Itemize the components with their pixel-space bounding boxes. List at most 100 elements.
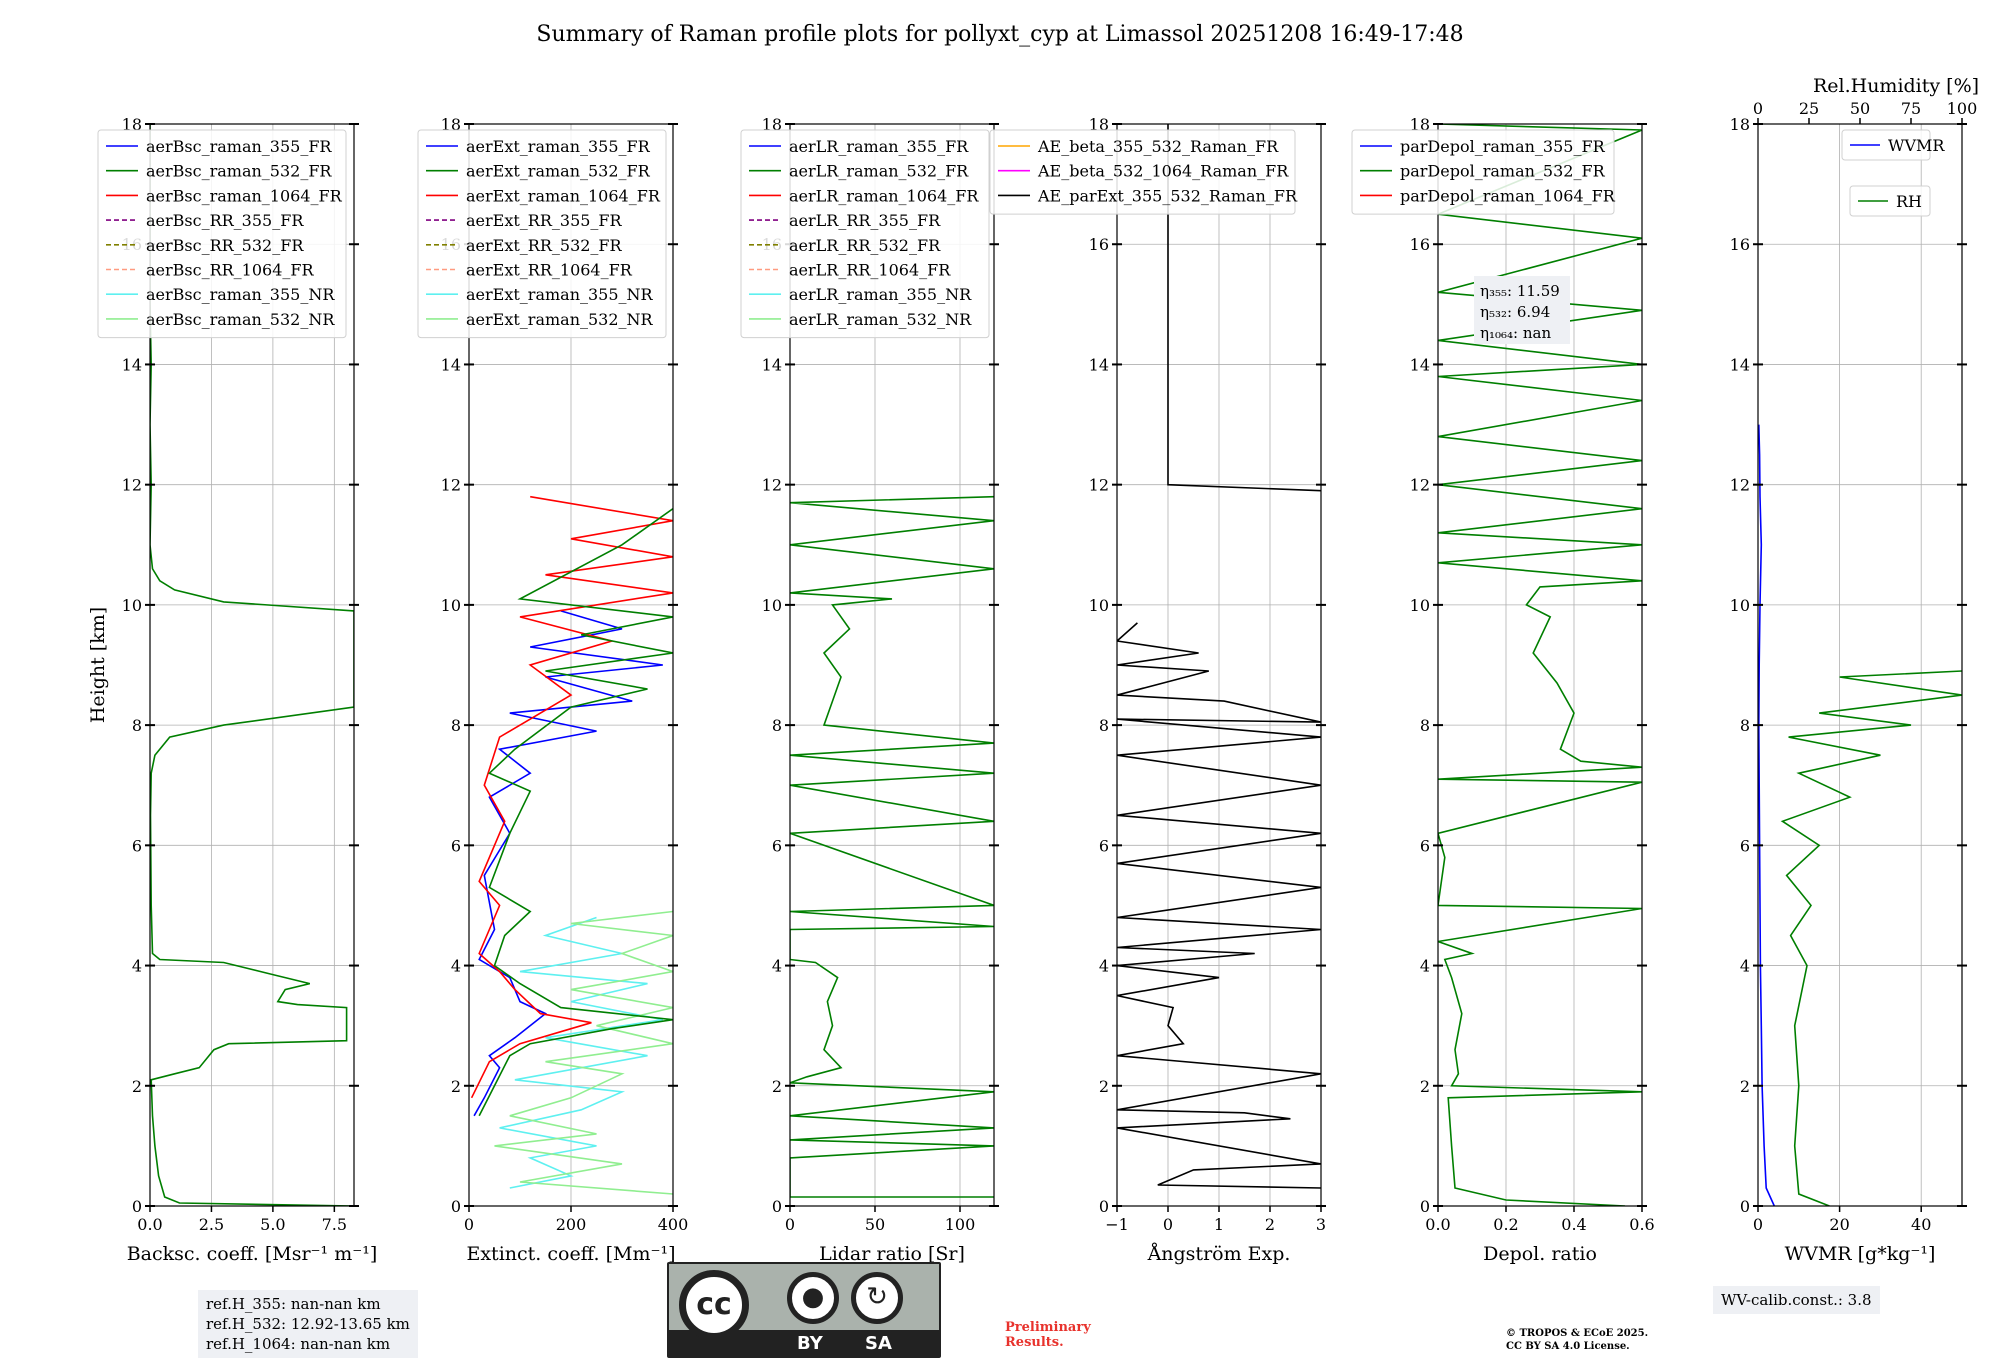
ytick-label: 4 (772, 957, 782, 976)
x-axis-label-bsc: Backsc. coeff. [Msr⁻¹ m⁻¹] (127, 1243, 378, 1265)
legend-entry: AE_beta_355_532_Raman_FR (1037, 137, 1279, 156)
ytick-label: 16 (1410, 235, 1430, 254)
ytick-label: 10 (762, 596, 782, 615)
legend-entry: aerLR_raman_355_NR (789, 285, 972, 304)
legend-entry: aerLR_raman_532_FR (789, 162, 969, 181)
ytick-label: 12 (441, 476, 461, 495)
ytick-label: 8 (451, 716, 461, 735)
ytick-label: 18 (1089, 115, 1109, 134)
legend-entry: parDepol_raman_532_FR (1400, 162, 1606, 181)
ytick-label: 2 (1740, 1077, 1750, 1096)
ytick-label: 6 (1099, 836, 1109, 855)
series-AE_parExt_355_532_Raman_FR (1117, 622, 1321, 1189)
series-aerExt_raman_355_NR (499, 916, 663, 1189)
xtick-label: 0 (1753, 1215, 1763, 1234)
ytick-label: 10 (122, 596, 142, 615)
legend-box-lr (740, 129, 990, 339)
legend-box (1841, 129, 1931, 161)
copyright-line2: CC BY SA 4.0 License. (1506, 1341, 1630, 1352)
refh-1064: ref.H_1064: nan-nan km (206, 1335, 391, 1353)
series-aerLR_raman_532_FR (790, 495, 994, 1198)
top-xtick-label: 75 (1901, 99, 1921, 118)
ytick-label: 2 (1420, 1077, 1430, 1096)
ytick-label: 12 (1410, 476, 1430, 495)
panel-lr: 024681012141618050100Lidar ratio [Sr]aer… (740, 115, 999, 1265)
ytick-label: 2 (132, 1077, 142, 1096)
ytick-label: 2 (1099, 1077, 1109, 1096)
series-WVMR (1758, 424, 1776, 1206)
ytick-label: 8 (1420, 716, 1430, 735)
series-aerBsc_raman_532_FR (150, 124, 354, 1206)
legend-entry: aerBsc_raman_355_NR (146, 285, 335, 304)
ytick-label: 8 (772, 716, 782, 735)
ytick-label: 8 (132, 716, 142, 735)
xtick-label: 400 (658, 1215, 689, 1234)
ytick-label: 6 (1420, 836, 1430, 855)
ytick-label: 4 (1740, 957, 1750, 976)
ytick-label: 18 (122, 115, 142, 134)
ytick-label: 12 (122, 476, 142, 495)
xtick-label: 0.2 (1493, 1215, 1518, 1234)
ytick-label: 16 (1730, 235, 1750, 254)
eta-line: η₃₅₅: 11.59 (1480, 282, 1560, 300)
legend-entry: AE_beta_532_1064_Raman_FR (1037, 162, 1289, 181)
legend-box-ext (417, 129, 667, 339)
xtick-label: 5.0 (260, 1215, 285, 1234)
eta-line: η₅₃₂: 6.94 (1480, 303, 1550, 321)
xtick-label: 0 (464, 1215, 474, 1234)
ytick-label: 12 (762, 476, 782, 495)
legend-entry: parDepol_raman_355_FR (1400, 137, 1606, 156)
ytick-label: 14 (441, 355, 461, 374)
person-icon: ● (787, 1272, 839, 1324)
ytick-label: 0 (772, 1197, 782, 1216)
legend-entry: aerLR_RR_355_FR (789, 211, 941, 230)
preliminary-note: Preliminary Results. (1005, 1320, 1091, 1350)
ytick-label: 4 (451, 957, 461, 976)
xtick-label: 50 (865, 1215, 885, 1234)
top-xtick-label: 25 (1799, 99, 1819, 118)
ytick-label: 6 (451, 836, 461, 855)
ytick-label: 18 (1410, 115, 1430, 134)
ytick-label: 18 (762, 115, 782, 134)
refh-355: ref.H_355: nan-nan km (206, 1295, 381, 1313)
legend-entry: aerExt_RR_532_FR (466, 236, 623, 255)
ytick-label: 10 (1730, 596, 1750, 615)
wv-calib-box: WV-calib.const.: 3.8 (1713, 1286, 1880, 1314)
cc-license-logo: cc ● ↻ BY SA (667, 1262, 941, 1358)
xtick-label: 20 (1829, 1215, 1849, 1234)
ytick-label: 10 (1089, 596, 1109, 615)
legend-entry: parDepol_raman_1064_FR (1400, 186, 1616, 205)
panel-depol: 0 2 4 6 8 10 12 14 16 18 0.0 0.2 0.4 0.6 Depol. ratio p… (1351, 115, 1655, 1265)
legend-entry: AE_parExt_355_532_Raman_FR (1037, 186, 1298, 205)
legend-entry: aerBsc_RR_355_FR (146, 211, 304, 230)
ytick-label: 0 (1099, 1197, 1109, 1216)
series-aerExt_raman_1064_FR (470, 495, 673, 1099)
ytick-label: 6 (1740, 836, 1750, 855)
legend-box-ae (989, 129, 1296, 215)
legend-entry: WVMR (1888, 136, 1945, 155)
license-by-label: BY (797, 1333, 823, 1354)
wv-calib-text: WV-calib.const.: 3.8 (1721, 1291, 1872, 1309)
legend-entry: aerExt_raman_532_NR (466, 310, 654, 329)
copyright-note: © TROPOS & ECoE 2025. CC BY SA 4.0 Licen… (1506, 1327, 1648, 1353)
legend-entry: RH (1896, 192, 1922, 211)
series-group-lr (790, 495, 994, 1198)
ytick-label: 0 (451, 1197, 461, 1216)
ytick-label: 6 (132, 836, 142, 855)
axes-frame-wvmr (1757, 123, 1963, 1207)
ytick-label: 14 (762, 355, 782, 374)
legend-entry: aerBsc_raman_532_FR (146, 162, 332, 181)
ytick-label: 10 (1410, 596, 1430, 615)
ytick-label: 18 (1730, 115, 1750, 134)
xtick-label: −1 (1105, 1215, 1129, 1234)
x-axis-label-depol: Depol. ratio (1483, 1243, 1597, 1265)
series-aerExt_raman_532_NR (494, 910, 673, 1195)
xtick-label: 0 (1163, 1215, 1173, 1234)
ytick-label: 4 (1099, 957, 1109, 976)
ytick-label: 0 (132, 1197, 142, 1216)
reference-height-box: ref.H_355: nan-nan km ref.H_532: 12.92-1… (198, 1290, 418, 1358)
